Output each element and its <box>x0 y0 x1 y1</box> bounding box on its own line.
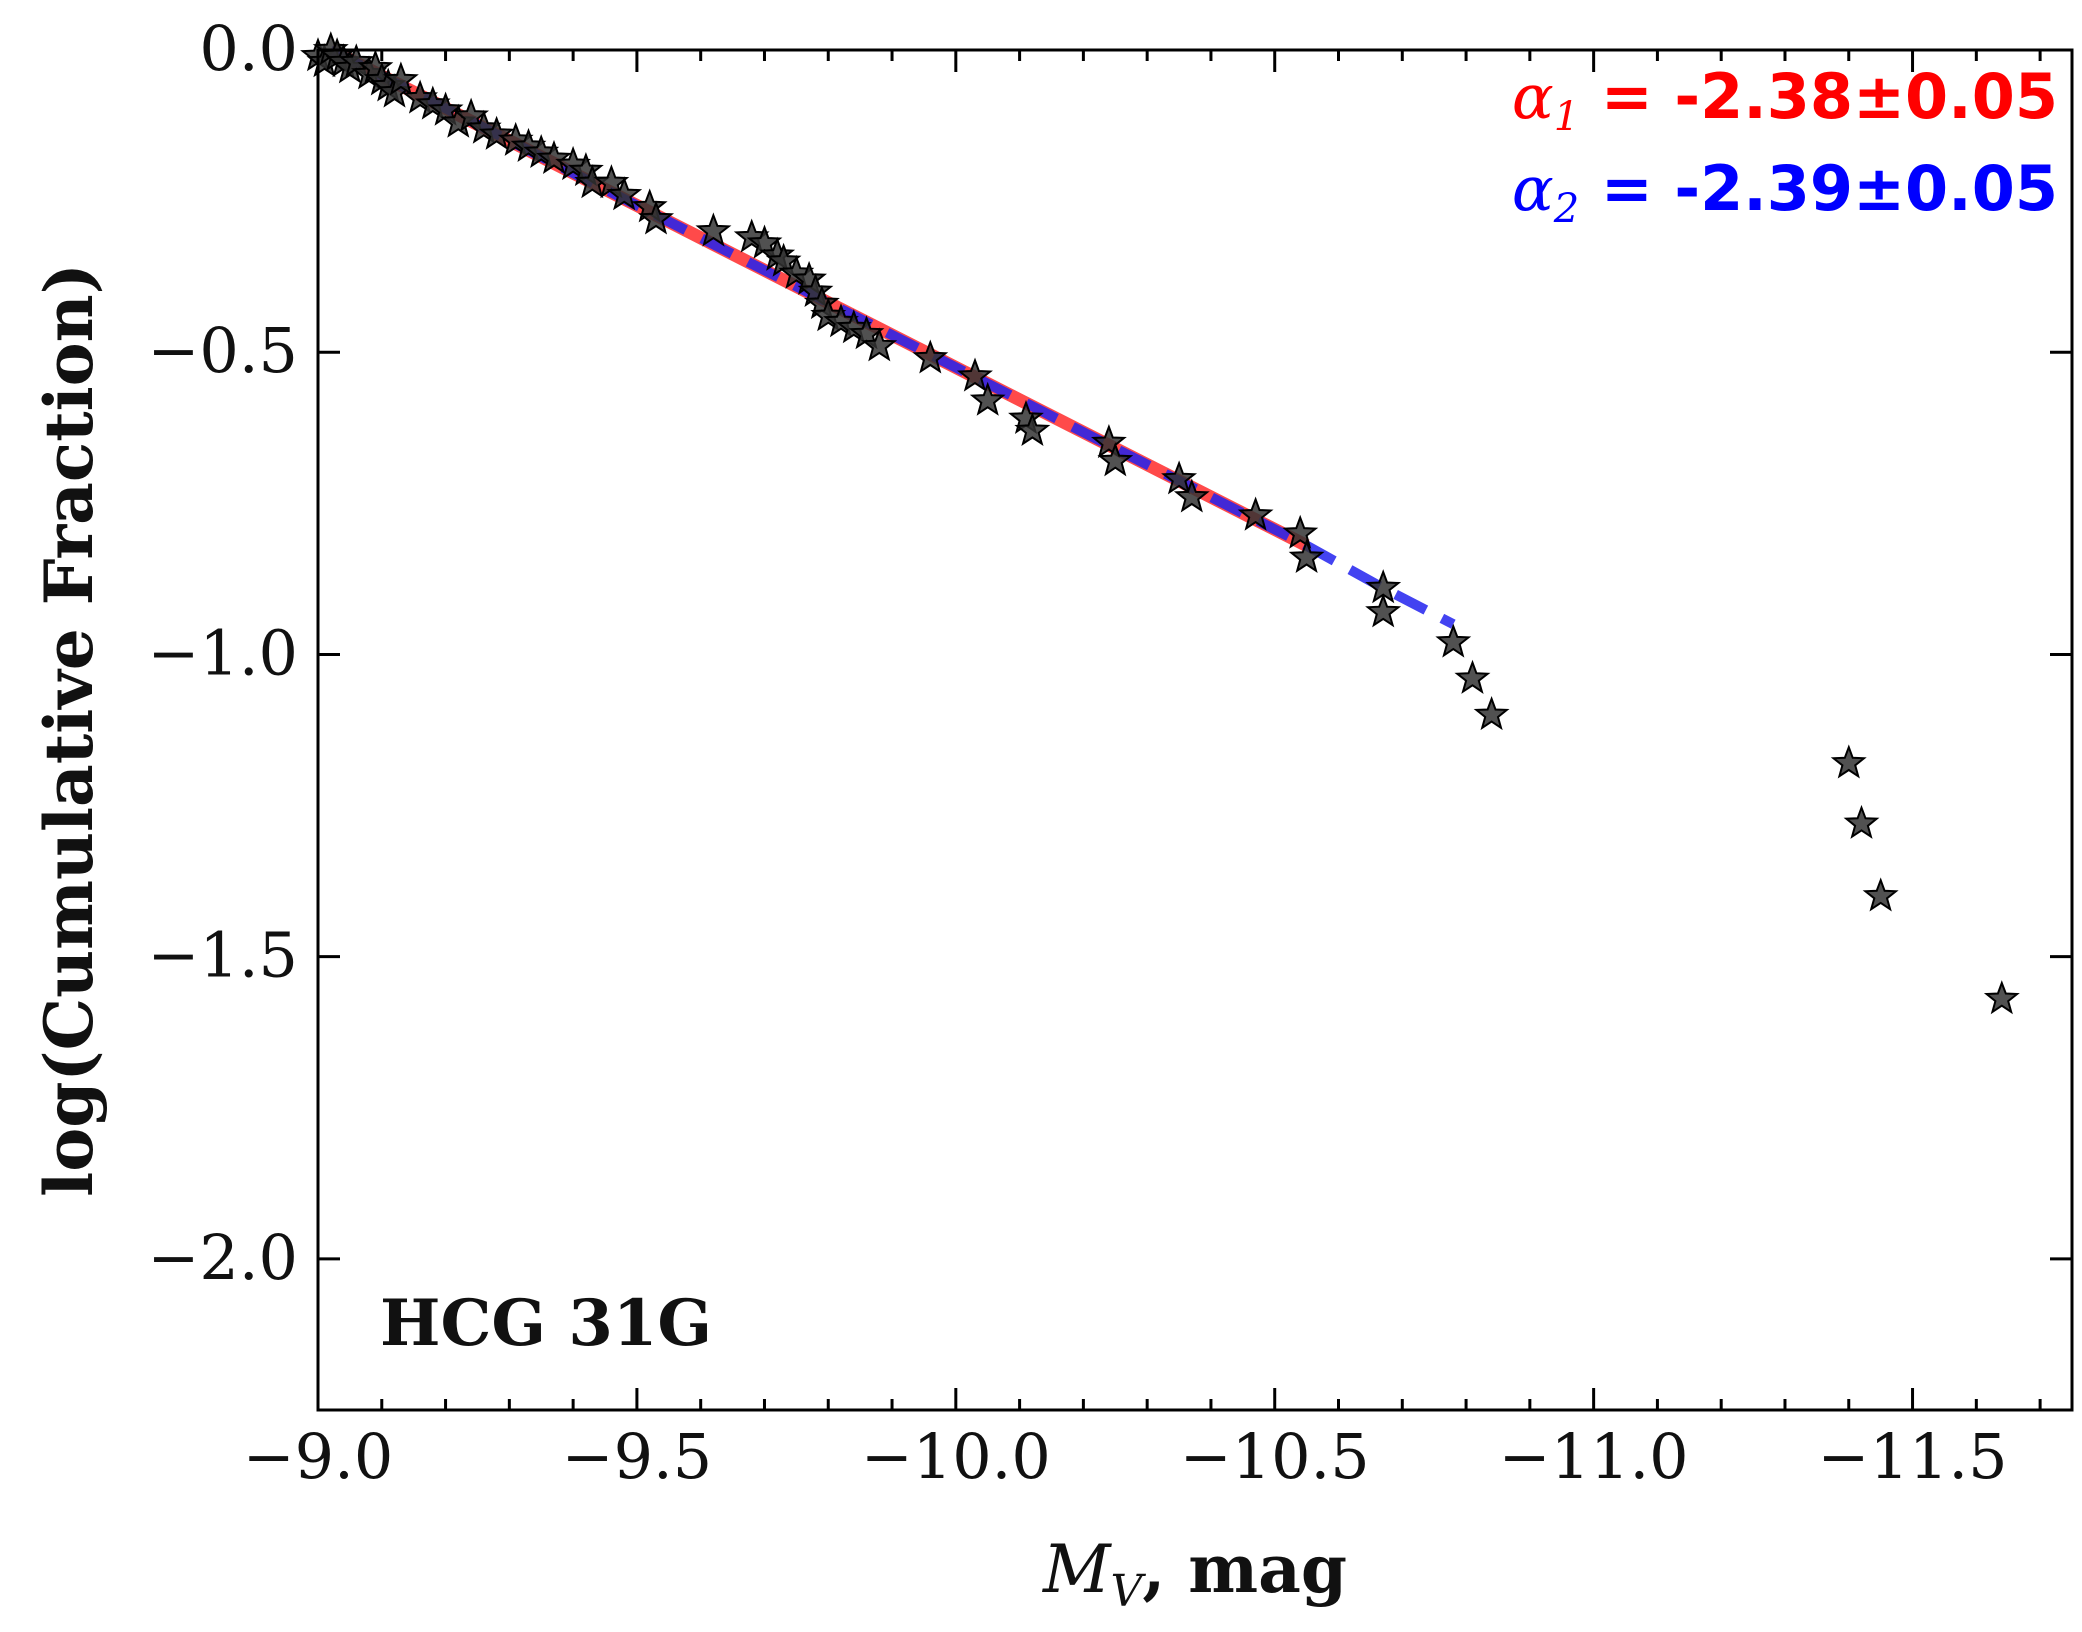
fit-label-alpha2: α2 = -2.39±0.05 <box>1512 152 2058 232</box>
data-points <box>300 31 2020 1015</box>
data-point-star <box>1365 593 1402 628</box>
fit-label-alpha2-value: = -2.39±0.05 <box>1579 152 2058 225</box>
x-tick-label: −10.0 <box>861 1420 1051 1493</box>
x-tick-label: −11.0 <box>1499 1420 1689 1493</box>
x-tick-labels: −9.0 −9.5 −10.0 −10.5 −11.0 −11.5 <box>243 1420 2008 1493</box>
fit-label-alpha2-sub: 2 <box>1553 186 1579 232</box>
y-tick-label: −0.5 <box>147 314 298 387</box>
data-point-star <box>1237 496 1274 531</box>
fit-label-alpha1-sub: 1 <box>1554 94 1579 140</box>
data-point-star <box>1282 514 1319 549</box>
x-tick-label: −10.5 <box>1180 1420 1370 1493</box>
data-point-star <box>536 139 572 175</box>
data-point-star <box>1161 460 1198 495</box>
annotation-label: HCG 31G <box>380 1286 712 1361</box>
fit-label-alpha1-value: = -2.38±0.05 <box>1579 60 2058 133</box>
data-point-star <box>638 200 675 235</box>
plot-frame <box>316 48 2074 1412</box>
data-point-star <box>1097 442 1134 477</box>
data-point-star <box>1014 411 1051 447</box>
y-tick-label: 0.0 <box>199 12 298 85</box>
x-tick-label: −9.0 <box>243 1420 394 1493</box>
x-tick-label: −11.5 <box>1818 1420 2008 1493</box>
data-point-star <box>912 339 949 374</box>
fit-label-alpha1-symbol: α <box>1512 60 1554 133</box>
fit-label-alpha1: α1 = -2.38±0.05 <box>1512 60 2058 140</box>
axis-ticks <box>316 48 2072 1410</box>
data-point-star <box>1473 696 1510 731</box>
data-point-star <box>1454 659 1491 694</box>
data-point-star <box>1843 804 1880 839</box>
y-tick-labels: 0.0 −0.5 −1.0 −1.5 −2.0 <box>147 12 298 1294</box>
data-point-star <box>1173 478 1210 513</box>
x-axis-title-rest: , mag <box>1142 1530 1347 1608</box>
y-tick-label: −2.0 <box>147 1221 298 1294</box>
y-tick-label: −1.0 <box>147 616 298 689</box>
y-tick-label: −1.5 <box>147 919 298 992</box>
fit-label-alpha2-symbol: α <box>1512 152 1554 225</box>
data-point-star <box>1862 877 1899 912</box>
data-point-star <box>1288 538 1325 573</box>
data-point-star <box>606 176 643 211</box>
x-axis-title-main: M <box>1042 1531 1112 1608</box>
data-point-star <box>969 381 1006 416</box>
data-point-star <box>1090 424 1127 459</box>
x-tick-label: −9.5 <box>562 1420 713 1493</box>
data-point-star <box>1830 744 1867 779</box>
x-axis-title-sub: V <box>1111 1566 1147 1617</box>
y-axis-title: log(Cumulative Fraction) <box>30 263 108 1197</box>
data-point-star <box>382 61 419 96</box>
data-point-star <box>1983 980 2020 1015</box>
data-point-star <box>956 357 993 392</box>
data-point-star <box>1435 623 1472 658</box>
data-point-star <box>695 212 732 247</box>
data-point-star <box>478 115 515 150</box>
data-point-star <box>861 327 898 362</box>
x-axis-title: MV, mag <box>1042 1530 1347 1617</box>
